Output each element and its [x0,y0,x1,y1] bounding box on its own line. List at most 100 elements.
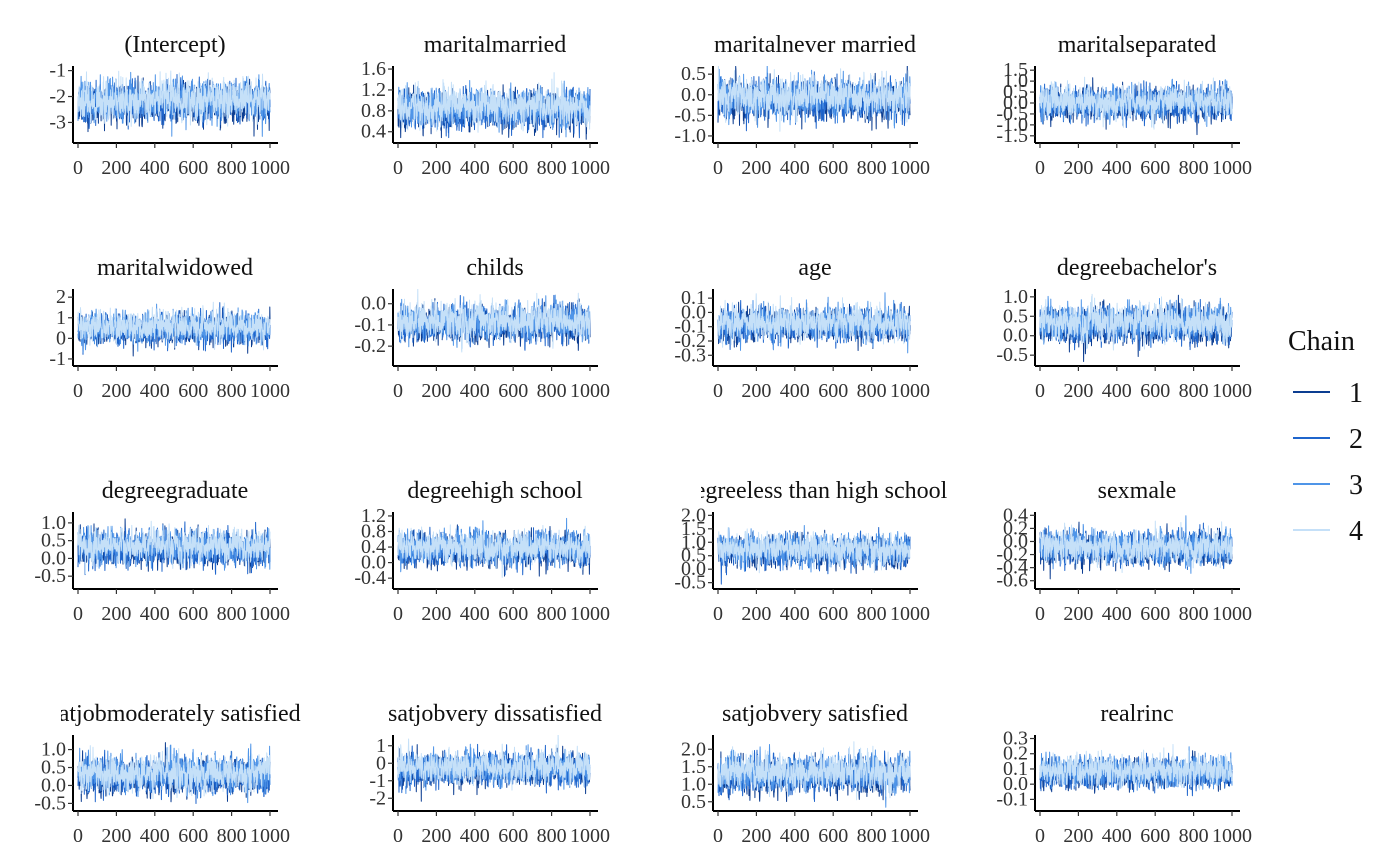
y-tick-label: 2.0 [681,738,706,760]
trace-series [397,517,591,578]
x-tick-label: 0 [73,825,83,847]
panel-title: realrinc [1100,701,1173,727]
x-tick-label: 400 [1102,825,1132,847]
legend-label: 4 [1349,516,1363,547]
panel-title: (Intercept) [124,32,225,58]
trace-series [397,72,591,140]
trace-series [717,292,911,354]
x-tick-label: 800 [857,825,887,847]
y-tick-label: -0.5 [34,792,66,814]
chain-4-trace [77,745,271,800]
y-tick-label: 0 [376,752,386,774]
y-tick-label: 0.0 [41,774,66,796]
panel-childs: childs 0.0-0.1-0.2 0 200 400 600 800 1000 [354,255,610,402]
y-tick-label: 1.0 [681,773,706,795]
x-tick-label: 0 [713,603,723,625]
chain-4-trace [397,735,591,791]
x-tick-label: 400 [1102,380,1132,402]
y-tick-label: 0.4 [1003,504,1028,526]
y-tick-label: 1.0 [41,512,66,534]
x-tick-label: 1000 [1212,825,1252,847]
y-tick-label: 0.8 [361,100,386,122]
y-tick-label: -0.5 [996,103,1028,125]
x-tick-label: 400 [1102,157,1132,179]
x-tick-label: 0 [73,157,83,179]
x-tick-label: 1000 [890,825,930,847]
x-tick-label: 1000 [890,380,930,402]
y-tick-label: -0.5 [674,572,706,594]
x-tick-label: 1000 [250,825,290,847]
x-tick-label: 600 [178,157,208,179]
trace-series [717,525,911,585]
panel-title: maritalmarried [424,32,567,58]
x-tick-label: 0 [393,157,403,179]
x-tick-label: 0 [393,603,403,625]
chain-4-trace [1039,293,1233,351]
x-tick-label: 0 [393,825,403,847]
x-tick-label: 1000 [570,380,610,402]
chain-4-trace [717,66,911,132]
panel-title: childs [466,255,523,281]
x-tick-label: 0 [73,603,83,625]
panel-intercept: (Intercept) -1 -2 -3 0 200 400 600 800 1000 [49,32,290,179]
y-tick-label: 0.5 [41,757,66,779]
x-tick-label: 400 [460,603,490,625]
x-tick-label: 600 [1140,603,1170,625]
panel-title: maritalseparated [1058,32,1217,58]
y-tick-label: -1 [369,770,386,792]
panel-satjobmoderately-satisfied: satjobmoderately satisfied 1.00.50.0-0.5 0… [34,701,300,847]
panel-title: degreehigh school [407,478,583,504]
y-tick-label: -0.5 [34,565,66,587]
x-tick-label: 200 [741,603,771,625]
x-tick-label: 600 [818,603,848,625]
trace-series [1039,515,1233,580]
y-tick-label: 1.5 [681,756,706,778]
x-tick-label: 600 [178,603,208,625]
x-tick-label: 600 [498,825,528,847]
panel-degreebachelor-s: degreebachelor's 1.00.50.0-0.5 0 200 400 600 8… [996,255,1252,402]
chain-4-trace [397,72,591,133]
y-tick-label: 1 [376,735,386,757]
x-tick-label: 200 [1063,380,1093,402]
legend-label: 2 [1349,424,1363,455]
x-tick-label: 200 [101,380,131,402]
legend-label: 1 [1349,378,1363,409]
chain-4-trace [397,289,591,353]
y-tick-label: 0.0 [1003,773,1028,795]
chain-4-trace [77,301,271,351]
y-tick-label: 0.0 [361,293,386,315]
trace-series [397,289,591,353]
x-tick-label: 800 [217,825,247,847]
legend-item-chain-4: 4 [1293,516,1363,547]
y-tick-label: 0.0 [361,552,386,574]
y-tick-label: 0.5 [41,530,66,552]
x-tick-label: 200 [1063,825,1093,847]
trace-series [1039,293,1233,362]
x-tick-label: 400 [460,825,490,847]
y-tick-label: -2 [49,86,66,108]
x-tick-label: 600 [498,380,528,402]
chain-4-trace [77,70,271,130]
x-tick-label: 800 [217,157,247,179]
x-tick-label: 1000 [1212,157,1252,179]
y-tick-label: -0.2 [996,544,1028,566]
x-tick-label: 800 [857,380,887,402]
x-tick-label: 200 [421,825,451,847]
x-tick-label: 600 [1140,380,1170,402]
y-tick-label: -0.5 [996,344,1028,366]
x-tick-label: 800 [537,603,567,625]
panel-title: satjobmoderately satisfied [49,701,300,727]
x-tick-label: 0 [1035,157,1045,179]
x-tick-label: 400 [780,603,810,625]
y-tick-label: -3 [49,111,66,133]
x-tick-label: 800 [217,603,247,625]
x-tick-label: 400 [1102,603,1132,625]
y-tick-label: 1.0 [681,531,706,553]
y-tick-label: -1 [49,60,66,82]
trace-series [1039,744,1233,797]
y-tick-label: 0.0 [1003,530,1028,552]
trace-series [1039,76,1233,136]
chain-4-trace [717,527,911,574]
x-tick-label: 800 [217,380,247,402]
chain-4-trace [1039,744,1233,791]
